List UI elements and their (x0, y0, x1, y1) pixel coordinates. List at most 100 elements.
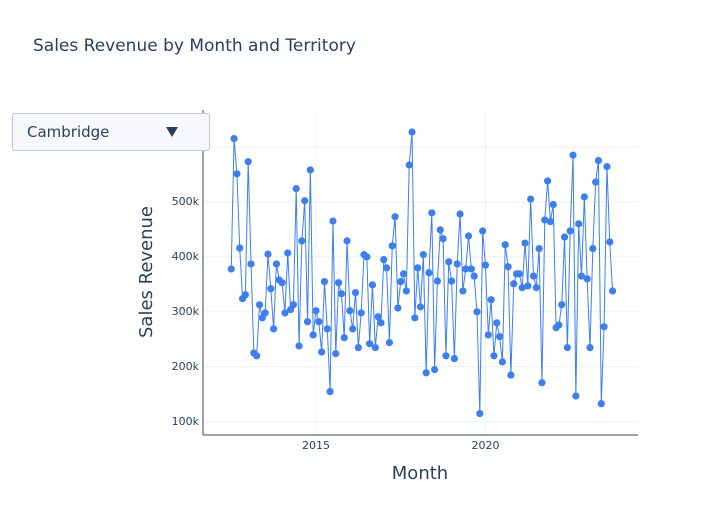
data-point (334, 279, 343, 287)
data-point (589, 244, 597, 253)
data-point (326, 387, 334, 396)
data-point (230, 134, 238, 143)
data-point (510, 280, 518, 288)
data-point (270, 325, 278, 333)
data-point (549, 200, 557, 209)
data-point (416, 303, 425, 311)
data-point (312, 307, 320, 315)
data-point (374, 313, 382, 321)
data-point (527, 195, 535, 203)
data-point (292, 185, 300, 193)
data-point (456, 210, 464, 218)
data-point (419, 251, 427, 259)
data-point (490, 352, 498, 360)
data-point (264, 250, 272, 258)
data-point (487, 296, 495, 304)
data-point (462, 265, 470, 273)
data-point (402, 287, 410, 295)
data-point (577, 272, 586, 280)
data-line (230, 131, 614, 414)
data-point (241, 291, 249, 299)
data-point (306, 166, 314, 174)
data-point (583, 275, 591, 283)
data-point (340, 334, 348, 342)
data-point (303, 318, 312, 326)
data-point (439, 235, 447, 243)
data-point (377, 319, 385, 327)
data-point (278, 279, 286, 287)
data-point (597, 400, 605, 408)
data-point (357, 309, 365, 317)
data-point (529, 272, 538, 280)
data-point (253, 352, 261, 360)
data-point (295, 342, 303, 350)
chart-title: Sales Revenue by Month and Territory (33, 36, 356, 56)
data-point (332, 350, 340, 358)
data-point (521, 239, 529, 247)
data-point (569, 151, 577, 159)
y-tick-label: 300k (172, 305, 200, 318)
data-point (572, 392, 580, 400)
data-point (405, 161, 413, 169)
y-axis-title: Sales Revenue (136, 206, 157, 338)
data-point (504, 263, 512, 271)
data-point (309, 331, 317, 339)
data-point (414, 264, 422, 272)
data-point (544, 177, 552, 185)
data-point (408, 128, 416, 136)
y-tick-label: 200k (172, 360, 200, 373)
data-point (227, 265, 235, 273)
data-point (600, 323, 608, 331)
data-point (422, 369, 430, 377)
data-point (592, 178, 600, 186)
data-point (368, 281, 377, 289)
data-point (394, 304, 402, 312)
plot-area (227, 128, 617, 418)
data-point (495, 332, 504, 341)
data-point (351, 288, 360, 297)
x-tick-label: 2020 (471, 439, 499, 452)
data-point (450, 354, 458, 363)
data-point (236, 244, 244, 252)
data-point (580, 193, 588, 201)
data-point (289, 301, 297, 309)
data-point (436, 226, 444, 234)
data-point (493, 319, 501, 327)
data-point (281, 309, 289, 317)
data-point (363, 253, 371, 261)
data-point (546, 218, 555, 226)
data-point (346, 307, 354, 315)
data-point (560, 233, 569, 241)
data-point (261, 309, 269, 317)
data-point (272, 260, 281, 268)
data-point (498, 358, 507, 366)
data-point (467, 265, 475, 273)
data-point (464, 232, 473, 240)
data-point (388, 242, 396, 250)
x-axis-title: Month (392, 463, 448, 484)
data-point (479, 227, 487, 235)
y-tick-label: 500k (172, 195, 200, 208)
grid (203, 110, 638, 435)
data-point (397, 277, 405, 286)
dropdown-arrow (166, 127, 178, 137)
territory-dropdown[interactable]: Cambridge (12, 113, 210, 151)
y-tick-label: 400k (172, 250, 200, 263)
data-point (343, 237, 351, 245)
data-point (255, 301, 264, 309)
data-point (391, 213, 399, 221)
data-point (428, 209, 436, 217)
data-point (453, 260, 461, 268)
data-point (575, 220, 583, 228)
data-point (563, 343, 571, 352)
data-point (447, 277, 456, 285)
data-point (337, 290, 346, 298)
data-point (484, 331, 492, 339)
data-point (535, 244, 543, 253)
data-point (318, 348, 326, 356)
x-tick-label: 2015 (302, 439, 330, 452)
data-point (470, 272, 478, 280)
data-point (524, 282, 532, 290)
data-point (354, 343, 362, 352)
